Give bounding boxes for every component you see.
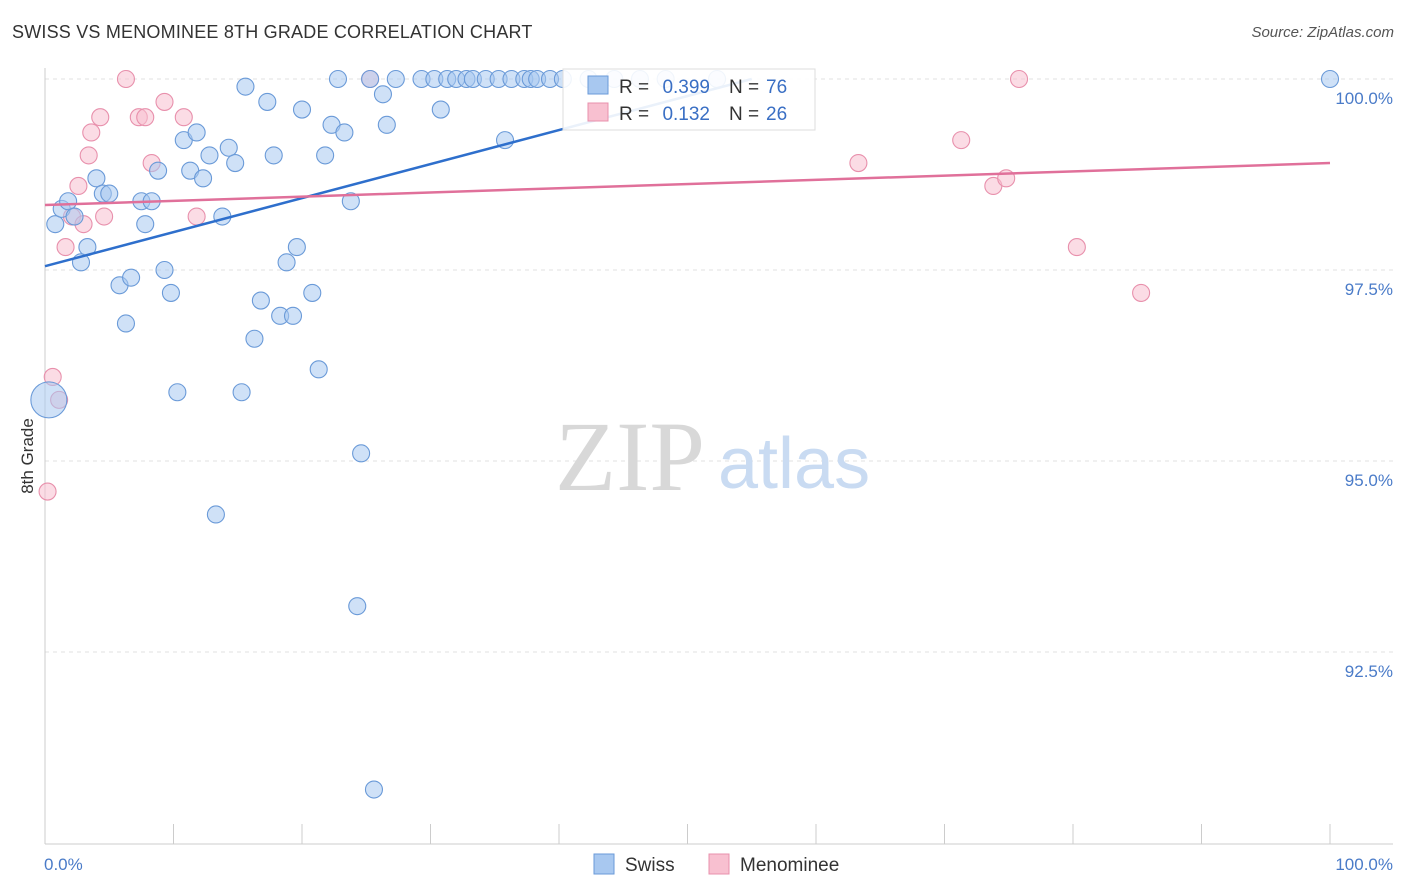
- menominee-point-5: [69, 176, 88, 196]
- swiss-point-36: [277, 253, 296, 272]
- menominee-point-11: [116, 69, 136, 89]
- swiss-point-14: [136, 215, 155, 234]
- swiss-point-1: [46, 215, 65, 234]
- menominee-point-16: [174, 108, 193, 127]
- menominee-trend-line: [44, 161, 1331, 207]
- swiss-point-9: [100, 184, 119, 203]
- swiss-point-42: [316, 146, 335, 165]
- bottom-legend-swatch-menominee: [708, 853, 730, 875]
- menominee-point-23: [1009, 69, 1029, 89]
- swiss-point-44: [328, 69, 348, 89]
- menominee-point-17: [187, 207, 206, 226]
- legend-swatch-menominee: [587, 102, 609, 122]
- watermark: ZIP atlas: [555, 401, 870, 512]
- y-tick-label-1: 97.5%: [1345, 280, 1393, 299]
- swiss-point-17: [155, 260, 174, 280]
- legend-n-label-0: N =: [729, 77, 759, 98]
- menominee-point-10: [95, 207, 114, 226]
- bottom-legend: Swiss Menominee: [593, 853, 839, 876]
- menominee-point-25: [1132, 283, 1151, 302]
- swiss-point-31: [245, 329, 264, 348]
- swiss-point-49: [361, 69, 380, 89]
- swiss-point-75: [1320, 69, 1340, 89]
- menominee-point-15: [155, 92, 174, 111]
- watermark-zip: ZIP: [555, 401, 705, 512]
- legend-r-value-1: 0.132: [662, 104, 710, 125]
- swiss-point-28: [226, 153, 245, 173]
- swiss-point-12: [122, 268, 141, 287]
- swiss-point-29: [232, 383, 251, 402]
- swiss-point-18: [161, 283, 180, 302]
- swiss-point-11: [116, 314, 136, 333]
- source-label: Source: ZipAtlas.com: [1251, 24, 1394, 41]
- chart-title: SWISS VS MENOMINEE 8TH GRADE CORRELATION…: [12, 22, 533, 42]
- swiss-point-25: [206, 505, 225, 524]
- swiss-point-56: [431, 100, 450, 119]
- grid-lines: [45, 78, 1393, 653]
- swiss-point-24: [200, 146, 219, 165]
- swiss-point-33: [258, 92, 277, 111]
- swiss-point-38: [287, 238, 306, 257]
- swiss-point-47: [348, 597, 367, 616]
- menominee-point-7: [79, 146, 98, 165]
- swiss-point-34: [264, 146, 283, 165]
- bottom-legend-label-menominee: Menominee: [740, 855, 839, 876]
- y-tick-label-3: 92.5%: [1345, 662, 1393, 681]
- x-tick-labels: 0.0% 100.0%: [44, 855, 1393, 874]
- legend-n-value-0: 76: [766, 77, 787, 98]
- swiss-point-51: [373, 85, 393, 104]
- swiss-point-46: [341, 192, 360, 211]
- swiss-point-52: [377, 115, 396, 134]
- swiss-point-27: [219, 138, 238, 157]
- menominee-point-0: [38, 482, 57, 501]
- y-axis-label: 8th Grade: [18, 418, 37, 494]
- swiss-point-48: [352, 444, 371, 463]
- swiss-point-45: [335, 123, 354, 142]
- legend-r-value-0: 0.399: [662, 77, 710, 98]
- swiss-point-16: [149, 161, 168, 180]
- swiss-point-3: [59, 192, 78, 211]
- watermark-atlas: atlas: [718, 424, 870, 504]
- bottom-legend-label-swiss: Swiss: [625, 855, 675, 876]
- swiss-point-37: [283, 306, 303, 325]
- swiss-point-22: [187, 123, 206, 142]
- menominee-point-8: [82, 123, 101, 142]
- swiss-point-41: [309, 360, 328, 379]
- legend-swatch-swiss: [587, 75, 609, 95]
- swiss-point-19: [168, 383, 187, 402]
- bottom-legend-swatch-swiss: [593, 853, 615, 875]
- legend-r-label-0: R =: [619, 77, 649, 98]
- swiss-point-53: [386, 69, 405, 89]
- swiss-point-50: [364, 780, 384, 799]
- menominee-point-19: [849, 153, 868, 173]
- swiss-point-40: [303, 283, 322, 302]
- y-tick-label-0: 100.0%: [1335, 89, 1393, 108]
- legend-n-label-1: N =: [729, 104, 759, 125]
- menominee-point-24: [1067, 238, 1086, 257]
- y-tick-labels: 100.0% 97.5% 95.0% 92.5%: [1335, 89, 1393, 681]
- menominee-point-20: [952, 131, 971, 150]
- legend: R = 0.399 N = 76 R = 0.132 N = 26: [562, 68, 816, 131]
- swiss-point-30: [236, 77, 255, 96]
- menominee-point-13: [136, 108, 155, 127]
- swiss-point-39: [292, 100, 312, 119]
- menominee-point-9: [91, 108, 110, 127]
- x-tick-label-right: 100.0%: [1335, 855, 1393, 874]
- swiss-point-4: [65, 207, 84, 226]
- swiss-point-0: [30, 381, 68, 419]
- menominee-point-3: [56, 238, 75, 257]
- swiss-point-23: [194, 169, 213, 188]
- swiss-point-7: [87, 169, 106, 188]
- axes: [44, 68, 1393, 845]
- x-tick-label-left: 0.0%: [44, 855, 83, 874]
- swiss-point-32: [251, 291, 270, 310]
- legend-n-value-1: 26: [766, 104, 787, 125]
- y-tick-label-2: 95.0%: [1345, 471, 1393, 490]
- legend-r-label-1: R =: [619, 104, 649, 125]
